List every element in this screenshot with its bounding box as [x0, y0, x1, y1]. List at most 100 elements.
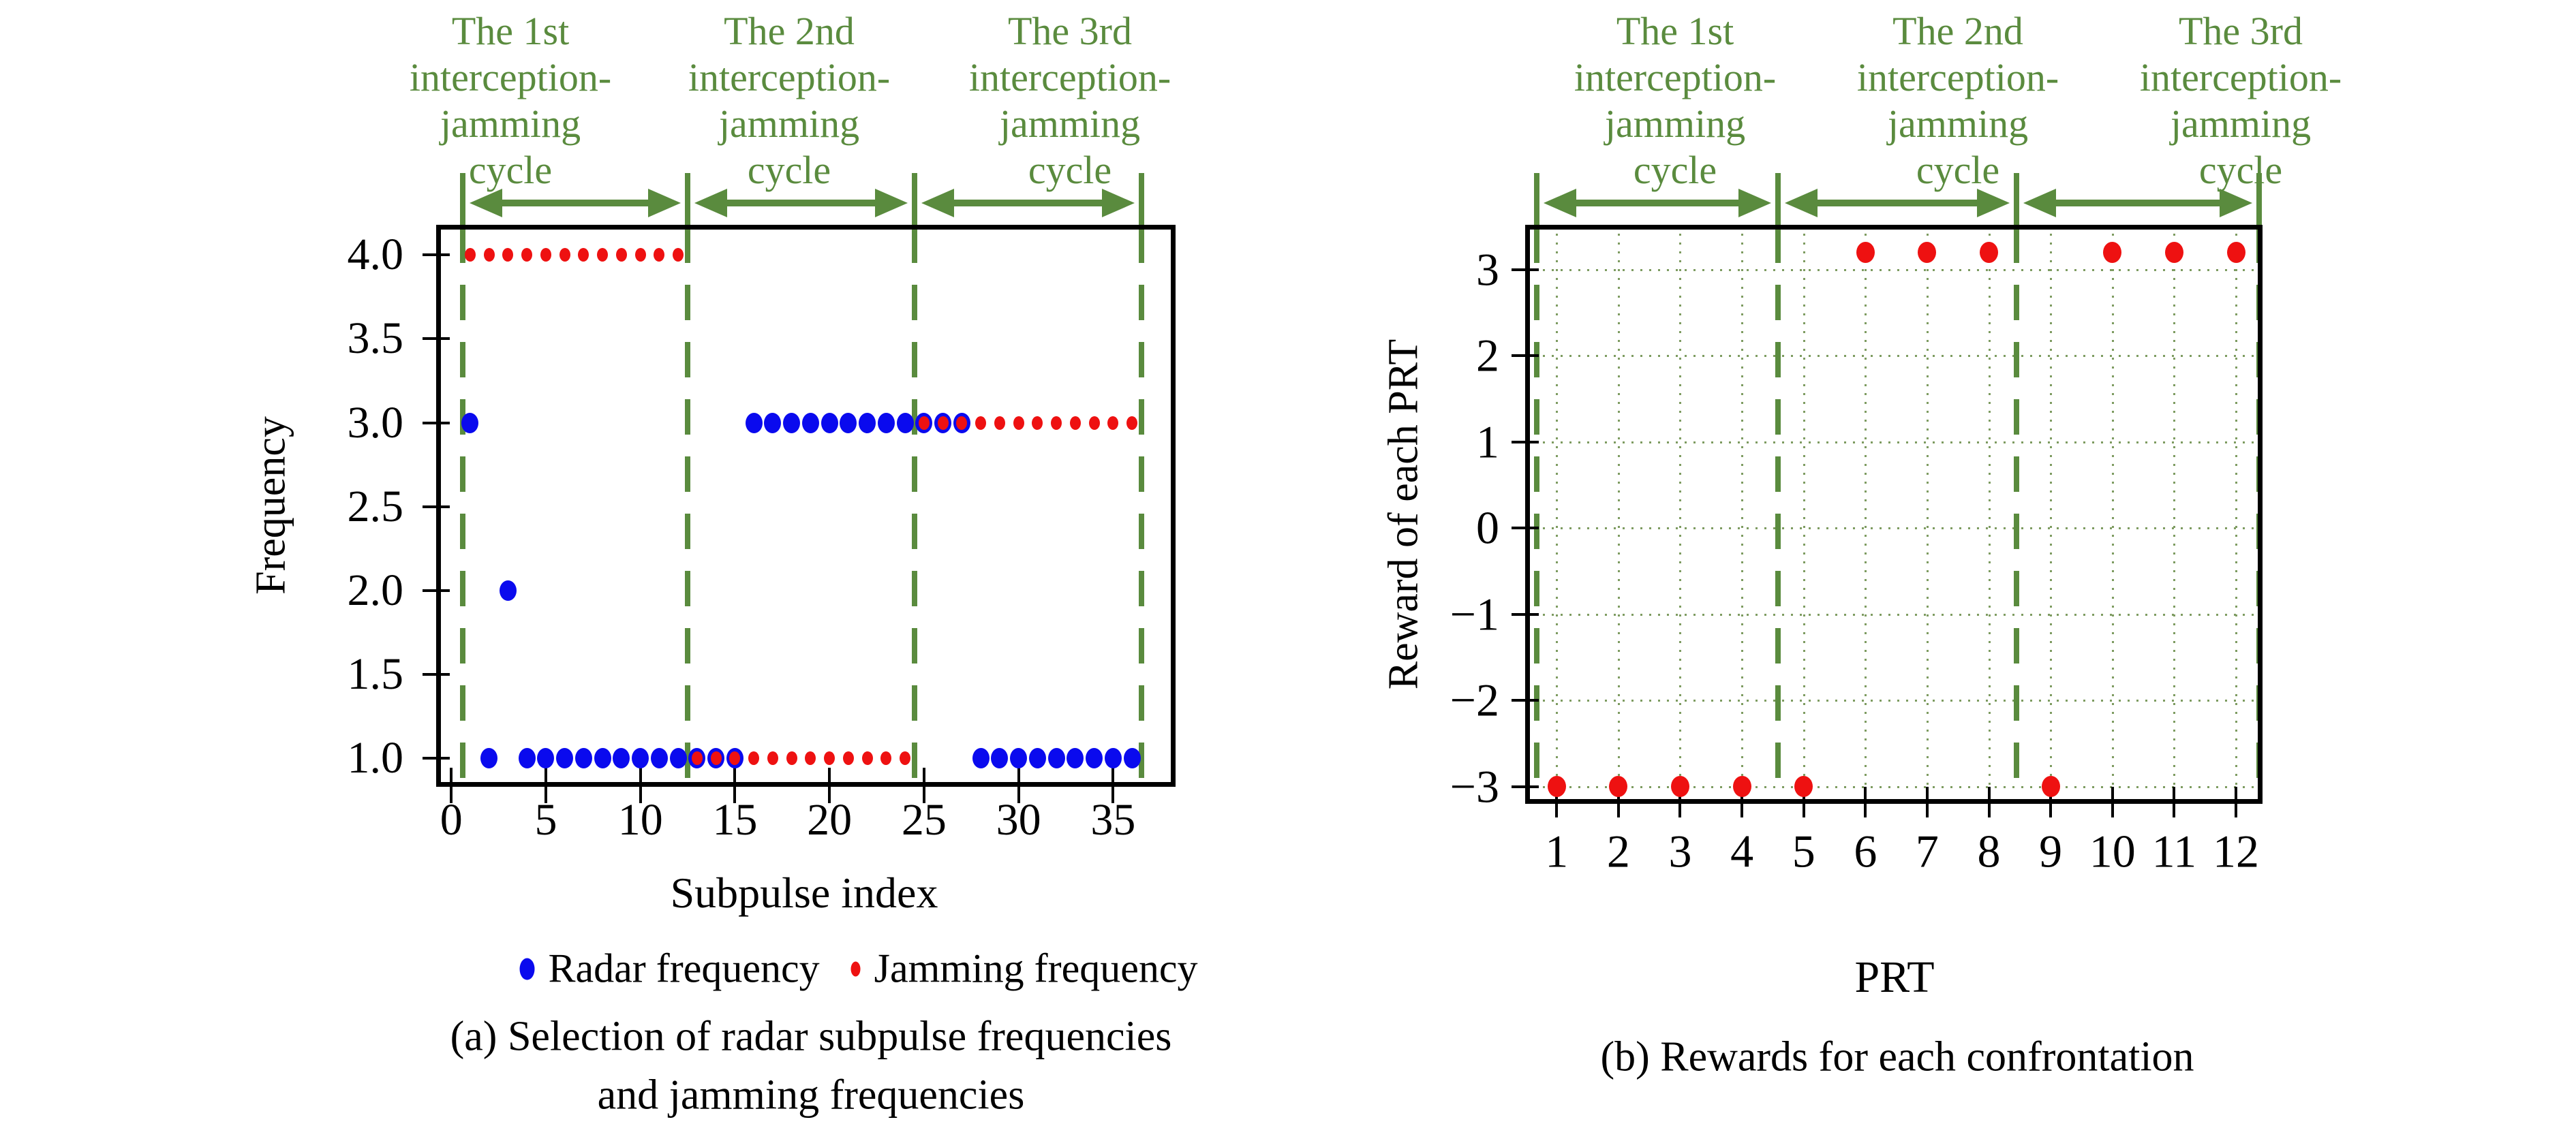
data-point: [859, 412, 876, 433]
x-tick: [2111, 787, 2114, 817]
plot-border-a: [436, 225, 1176, 787]
legend-item-radar: Radar frequency: [519, 946, 820, 993]
data-point: [937, 416, 949, 430]
x-tick-label: 11: [2151, 825, 2197, 877]
cycle-boundary-connector: [685, 173, 691, 225]
x-tick-label: 35: [1090, 795, 1136, 845]
grid-line-h: [1525, 355, 2263, 358]
grid-line-v: [1926, 225, 1929, 804]
x-tick: [1678, 787, 1682, 817]
cycle-arrow-head-left-icon: [469, 189, 502, 217]
data-point: [1547, 776, 1566, 798]
cycle-label-line: interception-: [688, 55, 891, 99]
y-tick: [423, 757, 450, 760]
data-point: [597, 248, 609, 262]
cycle-label-3: The 3rd interception-jamming cycle: [969, 8, 1171, 193]
grid-line-h: [1525, 527, 2263, 530]
x-tick-label: 12: [2213, 825, 2260, 877]
cycle-label-line: The 1st: [451, 9, 570, 53]
cycle-label-line: The 2nd: [724, 9, 855, 53]
cycle-arrow-head-left-icon: [1544, 189, 1577, 217]
grid-line-v: [1679, 225, 1682, 804]
cycle-arrow-head-right-icon: [1977, 189, 2010, 217]
y-tick-label: 1: [1476, 416, 1499, 468]
cycle-arrow-head-right-icon: [1102, 189, 1135, 217]
x-tick: [828, 768, 831, 803]
cycle-label-3: The 3rd interception-jamming cycle: [2140, 8, 2342, 193]
data-point: [1732, 776, 1751, 798]
data-point: [880, 751, 892, 766]
y-tick: [1512, 785, 1539, 788]
y-tick-label: −3: [1450, 760, 1499, 813]
cycle-label-line: interception-: [2139, 55, 2342, 99]
chart-a-x-axis-label: Subpulse index: [670, 869, 938, 917]
data-point: [594, 748, 611, 769]
data-point: [918, 416, 930, 430]
data-point: [480, 748, 498, 769]
grid-line-v: [1617, 225, 1620, 804]
x-tick-label: 1: [1545, 825, 1569, 877]
y-tick-label: 4.0: [347, 230, 404, 280]
cycle-label-line: jamming: [1604, 102, 1746, 146]
cycle-label-line: cycle: [468, 148, 553, 192]
y-tick: [423, 253, 450, 257]
data-point: [1010, 748, 1028, 769]
cycle-boundary-connector: [1775, 173, 1781, 225]
data-point: [499, 580, 517, 601]
data-point: [537, 748, 555, 769]
data-point: [502, 248, 514, 262]
data-point: [1104, 748, 1122, 769]
data-point: [1069, 416, 1081, 430]
data-point: [521, 248, 533, 262]
cycle-boundary-connector: [1534, 173, 1540, 225]
data-point: [748, 751, 760, 766]
data-point: [540, 248, 551, 262]
cycle-label-line: cycle: [1916, 148, 2000, 192]
x-tick: [1987, 787, 1991, 817]
data-point: [1107, 416, 1119, 430]
cycle-boundary-connector: [459, 173, 465, 225]
cycle-boundary-line: [1139, 228, 1145, 781]
y-tick: [423, 589, 450, 592]
cycle-label-line: cycle: [747, 148, 831, 192]
data-point: [613, 748, 630, 769]
cycle-arrow-shaft: [949, 200, 1108, 206]
cycle-label-1: The 1st interception-jamming cycle: [410, 8, 611, 193]
data-point: [1856, 241, 1875, 263]
cycle-label-line: The 2nd: [1892, 9, 2023, 53]
data-point: [1126, 416, 1138, 430]
data-point: [975, 416, 987, 430]
data-point: [518, 748, 536, 769]
cycle-label-line: jamming: [718, 102, 860, 146]
data-point: [824, 751, 835, 766]
data-point: [729, 751, 741, 766]
grid-line-v: [1865, 225, 1867, 804]
cycle-label-line: The 1st: [1616, 9, 1734, 53]
y-tick: [1512, 699, 1539, 702]
x-tick: [450, 768, 453, 803]
cycle-label-line: cycle: [1633, 148, 1717, 192]
y-tick-label: 2.5: [347, 481, 404, 531]
x-tick: [1802, 787, 1805, 817]
data-point: [1670, 776, 1689, 798]
data-point: [2164, 241, 2183, 263]
grid-line-h: [1525, 700, 2263, 702]
y-tick-label: −2: [1450, 674, 1499, 726]
y-tick-label: 1.5: [347, 649, 404, 699]
grid-line-v: [2111, 225, 2114, 804]
data-point: [896, 412, 914, 433]
y-tick: [1512, 612, 1539, 616]
x-tick: [2173, 787, 2176, 817]
x-tick: [2235, 787, 2238, 817]
data-point: [669, 748, 687, 769]
x-tick: [922, 768, 925, 803]
grid-line-h: [1525, 613, 2263, 616]
cycle-label-line: The 3rd: [2178, 9, 2303, 53]
cycle-label-line: cycle: [1028, 148, 1112, 192]
cycle-label-line: interception-: [968, 55, 1171, 99]
cycle-boundary-line: [2014, 228, 2020, 798]
y-tick-label: 2: [1476, 329, 1499, 381]
x-tick-label: 9: [2039, 825, 2063, 877]
